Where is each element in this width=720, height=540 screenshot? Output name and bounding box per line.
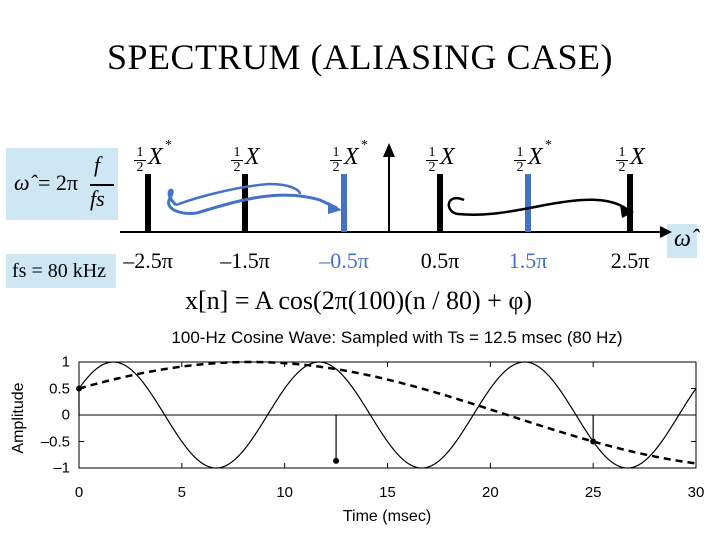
y-axis-label: Amplitude xyxy=(10,382,27,454)
coefficient-numerator: 1 xyxy=(233,145,241,160)
coefficient-numerator: 1 xyxy=(516,145,524,160)
frequency-axis-symbol: ω̂ xyxy=(674,226,691,252)
x-axis-label: Time (msec) xyxy=(342,508,432,525)
coefficient-denominator: 2 xyxy=(231,160,243,175)
coefficient-numerator: 1 xyxy=(136,145,144,160)
omega-formula-numerator: f xyxy=(94,152,101,177)
coefficient-symbol: X xyxy=(148,144,163,170)
spectrum-frequency-label: –2.5π xyxy=(123,248,173,273)
coefficient-symbol: X xyxy=(528,144,543,170)
sampling-rate-box: fs = 80 kHz xyxy=(6,254,116,288)
spectrum-coefficient: 1 2 X * xyxy=(330,138,374,176)
spectrum-coefficient: 1 2 X * xyxy=(134,138,178,176)
omega-formula-box: ω̂ = 2π f fs xyxy=(6,148,118,220)
x-tick-label: 20 xyxy=(481,484,499,501)
coefficient-symbol: X xyxy=(630,144,645,170)
coefficient-denominator: 2 xyxy=(616,160,628,175)
y-tick-label: 1 xyxy=(61,353,70,371)
y-tick-label: 0.5 xyxy=(49,380,70,397)
x-tick-label: 30 xyxy=(687,484,705,501)
sample-point xyxy=(333,457,340,464)
y-tick-label: –0.5 xyxy=(40,433,70,450)
y-tick-label: –1 xyxy=(53,459,70,477)
omega-formula-equals: = 2π xyxy=(38,170,79,195)
coefficient-denominator: 2 xyxy=(330,160,342,175)
alias-arrow-left xyxy=(167,188,338,215)
sample-markers xyxy=(76,385,597,464)
frequency-axis-arrow-icon xyxy=(660,226,672,238)
spectrum-frequency-label: 2.5π xyxy=(610,248,650,273)
alias-arrow-right-head-icon xyxy=(620,205,634,218)
x-tick-label: 25 xyxy=(584,484,602,501)
conjugate-mark: * xyxy=(361,138,368,153)
spectrum-line xyxy=(242,174,248,232)
plot-title: 100-Hz Cosine Wave: Sampled with Ts = 12… xyxy=(171,328,623,347)
sample-point xyxy=(76,385,82,392)
spectrum-frequency-label: –0.5π xyxy=(319,248,369,273)
coefficient-symbol: X xyxy=(440,144,455,170)
series-dashed-line xyxy=(78,360,697,465)
spectrum-frequency-label: 0.5π xyxy=(420,248,460,273)
conjugate-mark: * xyxy=(545,138,552,153)
x-tick-label: 15 xyxy=(379,484,396,501)
y-tick-label: 0 xyxy=(61,406,70,424)
x-tick-label: 0 xyxy=(74,484,84,501)
coefficient-denominator: 2 xyxy=(134,160,146,175)
omega-formula-denominator: fs xyxy=(90,186,105,211)
spectrum-line xyxy=(341,174,347,232)
x-tick-label: 5 xyxy=(177,484,186,501)
spectrum-line xyxy=(525,174,531,232)
alias-arrow-left-head-icon xyxy=(328,202,342,214)
sample-point xyxy=(590,438,597,445)
coefficient-denominator: 2 xyxy=(426,160,438,175)
slide-title: SPECTRUM (ALIASING CASE) xyxy=(106,37,614,77)
spectrum-coefficient: 1 2 X * xyxy=(514,138,558,176)
sampling-rate-text: fs = 80 kHz xyxy=(12,260,107,282)
sampled-signal-equation: x[n] = A cos(2π(100)(n / 80) + φ) xyxy=(185,286,533,315)
alias-arrow-right xyxy=(447,196,629,216)
spectrum-frequency-label: –1.5π xyxy=(220,248,270,273)
spectrum-diagram xyxy=(120,143,672,238)
spectrum-lines-group xyxy=(145,174,633,232)
spectrum-line xyxy=(145,174,151,232)
coefficient-numerator: 1 xyxy=(428,145,436,160)
spectrum-line xyxy=(627,174,633,232)
coefficient-symbol: X xyxy=(245,144,260,170)
spectrum-line xyxy=(437,174,443,232)
x-tick-label: 10 xyxy=(276,484,293,501)
coefficient-denominator: 2 xyxy=(514,160,526,175)
coefficient-symbol: X xyxy=(344,144,359,170)
coefficient-numerator: 1 xyxy=(332,145,340,160)
frequency-axis-label-box: ω̂ xyxy=(667,224,697,258)
fraction-bar xyxy=(90,184,114,186)
alias-arrow-top xyxy=(175,182,302,207)
conjugate-mark: * xyxy=(165,138,172,153)
spectrum-frequency-label: 1.5π xyxy=(508,248,548,273)
coefficient-numerator: 1 xyxy=(618,145,626,160)
amplitude-axis-arrow-icon xyxy=(383,143,395,157)
omega-hat-symbol: ω̂ xyxy=(14,170,30,195)
